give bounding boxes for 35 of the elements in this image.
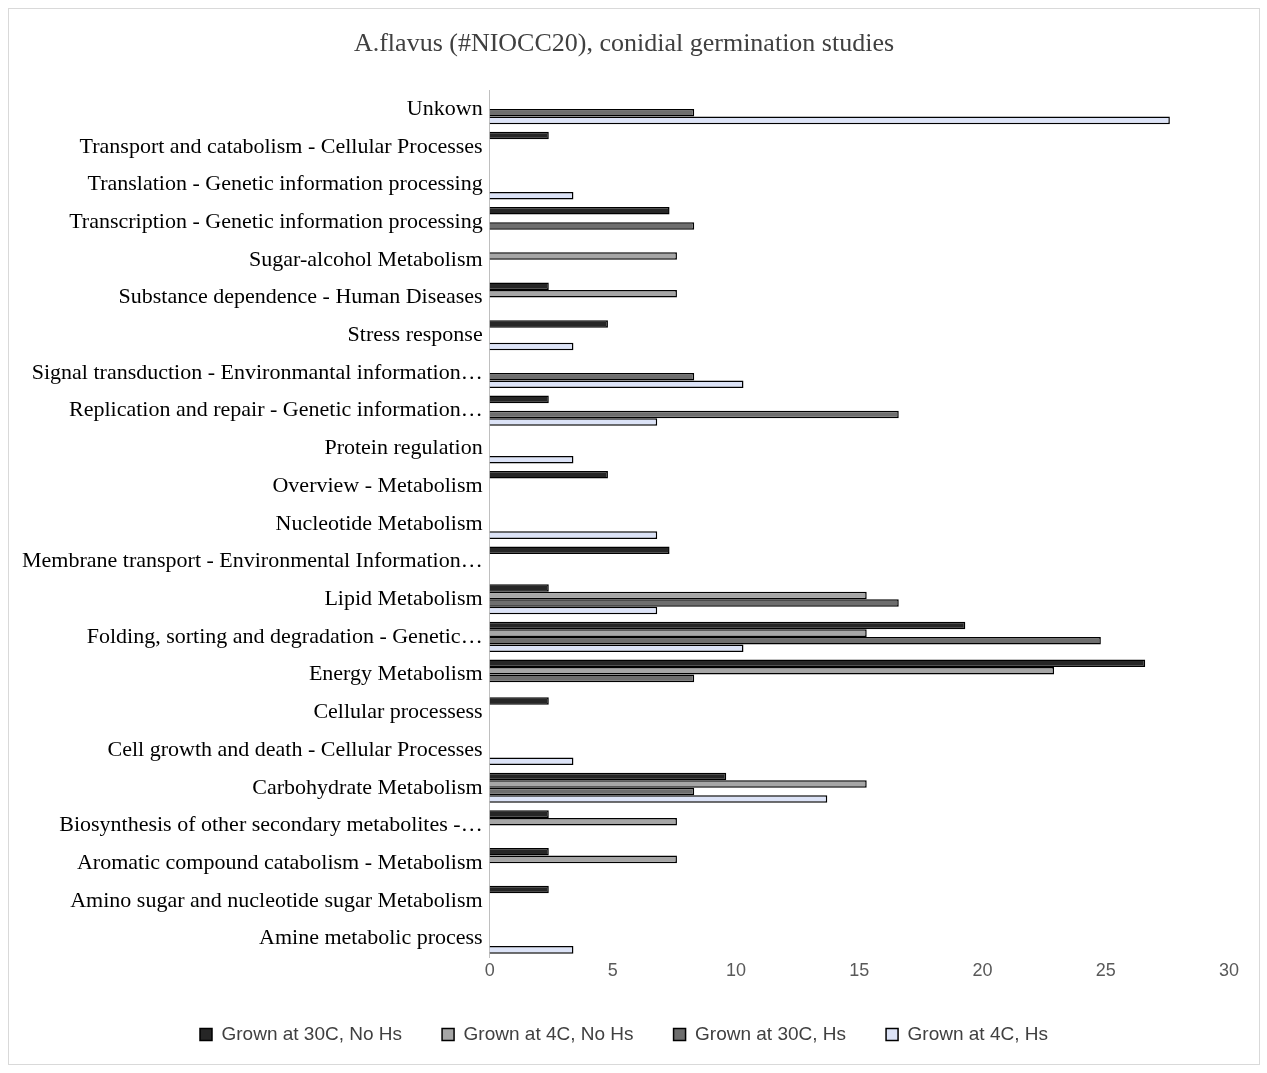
y-tick-label: Carbohydrate Metabolism	[252, 773, 483, 799]
x-tick-label: 30	[1218, 960, 1240, 981]
y-tick-label: Lipid Metabolism	[324, 584, 483, 610]
y-tick-label: Transcription - Genetic information processing	[69, 207, 483, 233]
y-tick-label: Aromatic compound catabolism - Metabolism	[76, 848, 483, 874]
y-tick-label: Energy Metabolism	[308, 660, 483, 686]
y-tick-label: Overview - Metabolism	[272, 471, 483, 497]
x-tick-label: 25	[1095, 960, 1116, 981]
y-tick-label: Sugar-alcohol Metabolism	[249, 245, 483, 271]
y-tick-label: Cellular processess	[313, 698, 483, 724]
y-tick-label: Translation - Genetic information processing	[87, 170, 483, 196]
legend-label: Grown at 30C, No Hs	[221, 1022, 403, 1044]
legend-label: Grown at 4C, No Hs	[463, 1022, 634, 1044]
legend-label: Grown at 30C, Hs	[695, 1022, 847, 1044]
y-tick-label: Protein regulation	[324, 434, 483, 460]
y-tick-label: Folding, sorting and degradation - Genetic…	[86, 622, 483, 648]
y-tick-label: Transport and catabolism - Cellular Processes	[79, 132, 483, 158]
y-tick-label: Amino sugar and nucleotide sugar Metabolism	[70, 886, 483, 912]
x-tick-label: 10	[726, 960, 747, 981]
y-tick-label: Biosynthesis of other secondary metabolites -…	[59, 811, 483, 837]
y-tick-label: Stress response	[347, 321, 483, 347]
legend-label: Grown at 4C, Hs	[907, 1022, 1048, 1044]
x-tick-label: 5	[607, 960, 618, 981]
y-tick-label: Replication and repair - Genetic information…	[69, 396, 483, 422]
y-tick-label: Signal transduction - Environmantal information…	[31, 358, 483, 384]
x-tick-label: 15	[849, 960, 870, 981]
y-tick-label: Cell growth and death - Cellular Processes	[107, 735, 483, 761]
y-tick-label: Membrane transport - Environmental Information…	[21, 547, 483, 573]
x-tick-label: 0	[484, 960, 495, 981]
x-tick-label: 20	[972, 960, 993, 981]
chart-title: A.flavus (#NIOCC20), conidial germination studies	[353, 28, 895, 58]
y-tick-label: Amine metabolic process	[259, 924, 483, 950]
y-tick-label: Unkown	[406, 94, 483, 120]
y-tick-label: Nucleotide Metabolism	[275, 509, 483, 535]
y-tick-label: Substance dependence - Human Diseases	[118, 283, 483, 309]
